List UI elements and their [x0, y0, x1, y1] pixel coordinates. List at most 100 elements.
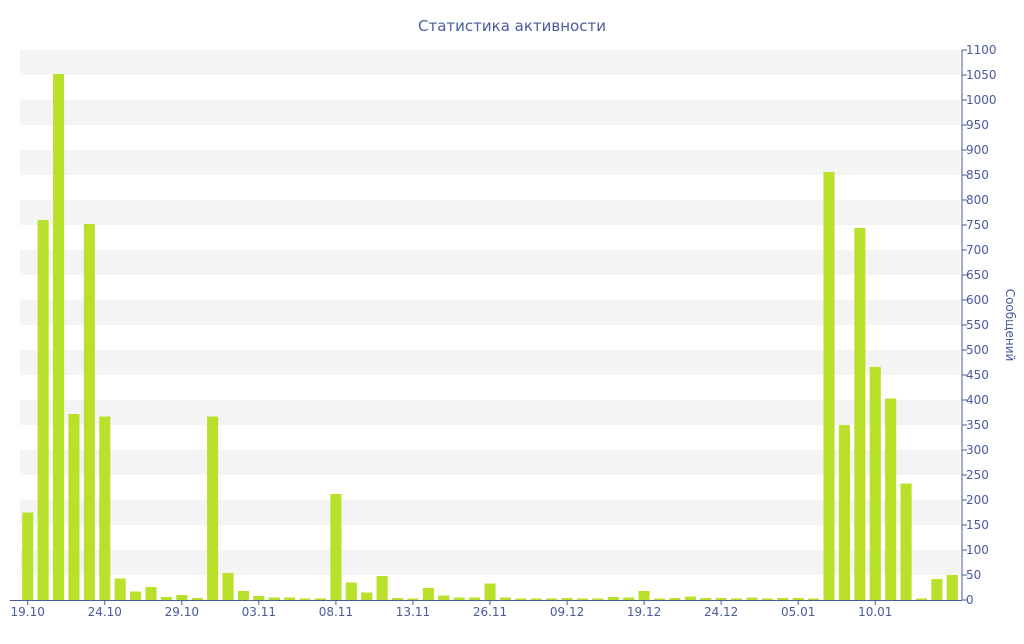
bar[interactable]	[83, 224, 95, 600]
bar[interactable]	[160, 597, 172, 600]
bar[interactable]	[792, 598, 804, 600]
bar[interactable]	[222, 573, 234, 600]
y-tick-label: 1100	[966, 43, 997, 57]
bar[interactable]	[391, 598, 404, 600]
y-tick-label: 450	[966, 368, 989, 382]
bar[interactable]	[191, 598, 203, 600]
bar[interactable]	[515, 598, 527, 601]
x-tick-label: 13.11	[396, 605, 430, 619]
grid-band	[20, 50, 960, 75]
bar[interactable]	[284, 597, 296, 601]
bar[interactable]	[915, 598, 928, 601]
bar[interactable]	[885, 398, 897, 601]
bar[interactable]	[746, 597, 758, 601]
bar[interactable]	[592, 598, 604, 601]
bar[interactable]	[469, 597, 481, 601]
x-tick-label: 24.10	[88, 605, 122, 619]
bar[interactable]	[237, 591, 249, 600]
y-tick-label: 500	[966, 343, 989, 357]
bar[interactable]	[499, 597, 511, 601]
y-axis-label: Сообщений	[1003, 289, 1017, 362]
grid-band	[20, 500, 960, 525]
y-tick-label: 650	[966, 268, 989, 282]
bar[interactable]	[576, 598, 589, 601]
bar[interactable]	[838, 425, 850, 600]
grid-band	[20, 400, 960, 425]
bar[interactable]	[176, 595, 188, 600]
bar[interactable]	[68, 414, 80, 600]
y-tick-label: 200	[966, 493, 989, 507]
bar[interactable]	[715, 598, 727, 600]
y-tick-label: 950	[966, 118, 989, 132]
x-tick-label: 05.01	[781, 605, 815, 619]
x-tick-label: 09.12	[550, 605, 584, 619]
grid-band	[20, 250, 960, 275]
x-tick-label: 08.11	[319, 605, 353, 619]
bar[interactable]	[314, 598, 327, 601]
bar[interactable]	[438, 595, 450, 601]
bar[interactable]	[638, 591, 650, 600]
bar[interactable]	[700, 598, 712, 600]
bar[interactable]	[361, 592, 373, 601]
bar[interactable]	[561, 598, 573, 600]
bar[interactable]	[22, 512, 34, 601]
y-tick-label: 150	[966, 518, 989, 532]
bar[interactable]	[407, 598, 419, 601]
grid-band	[20, 300, 960, 325]
grid-bands	[20, 50, 960, 575]
grid-band	[20, 200, 960, 225]
bars	[22, 74, 958, 600]
bar[interactable]	[546, 598, 558, 601]
bar[interactable]	[669, 598, 681, 600]
bar[interactable]	[484, 583, 496, 601]
bar[interactable]	[777, 598, 789, 600]
bar[interactable]	[253, 596, 265, 600]
bar[interactable]	[37, 220, 49, 600]
y-tick-label: 1000	[966, 93, 997, 107]
bar[interactable]	[900, 483, 912, 601]
y-tick-label: 900	[966, 143, 989, 157]
bar[interactable]	[345, 582, 357, 601]
x-tick-label: 26.11	[473, 605, 507, 619]
bar[interactable]	[207, 416, 219, 601]
bar[interactable]	[422, 588, 434, 600]
bar[interactable]	[330, 494, 342, 600]
x-tick-label: 29.10	[165, 605, 199, 619]
bar[interactable]	[946, 575, 958, 600]
grid-band	[20, 450, 960, 475]
bar[interactable]	[453, 597, 465, 601]
bar[interactable]	[99, 416, 111, 601]
bar[interactable]	[268, 597, 280, 601]
y-tick-label: 300	[966, 443, 989, 457]
y-tick-label: 750	[966, 218, 989, 232]
y-axis: 0 50 100 150 200 250 300 350 400 450 500 550 600 650 7…	[961, 43, 997, 607]
bar[interactable]	[684, 596, 696, 601]
bar[interactable]	[823, 172, 835, 600]
bar[interactable]	[607, 597, 619, 600]
y-tick-label: 100	[966, 543, 989, 557]
y-tick-label: 50	[966, 568, 981, 582]
bar[interactable]	[145, 587, 157, 600]
bar[interactable]	[869, 367, 881, 600]
bar[interactable]	[808, 598, 820, 601]
y-tick-label: 600	[966, 293, 989, 307]
bar[interactable]	[931, 579, 943, 600]
bar[interactable]	[376, 576, 388, 600]
bar[interactable]	[854, 228, 866, 600]
bar[interactable]	[299, 598, 311, 601]
x-tick-label: 03.11	[242, 605, 276, 619]
y-tick-label: 400	[966, 393, 989, 407]
bar[interactable]	[114, 578, 126, 601]
bar[interactable]	[761, 598, 773, 601]
y-tick-label: 0	[966, 593, 974, 607]
bar[interactable]	[731, 598, 743, 601]
x-axis: 19.10 24.10 29.10 03.11 08.11 13.11 26.11 09.12…	[10, 600, 962, 619]
bar[interactable]	[623, 597, 635, 601]
bar[interactable]	[653, 598, 666, 601]
bar[interactable]	[130, 591, 142, 601]
bar[interactable]	[530, 598, 542, 601]
y-tick-label: 700	[966, 243, 989, 257]
bar[interactable]	[52, 74, 65, 600]
